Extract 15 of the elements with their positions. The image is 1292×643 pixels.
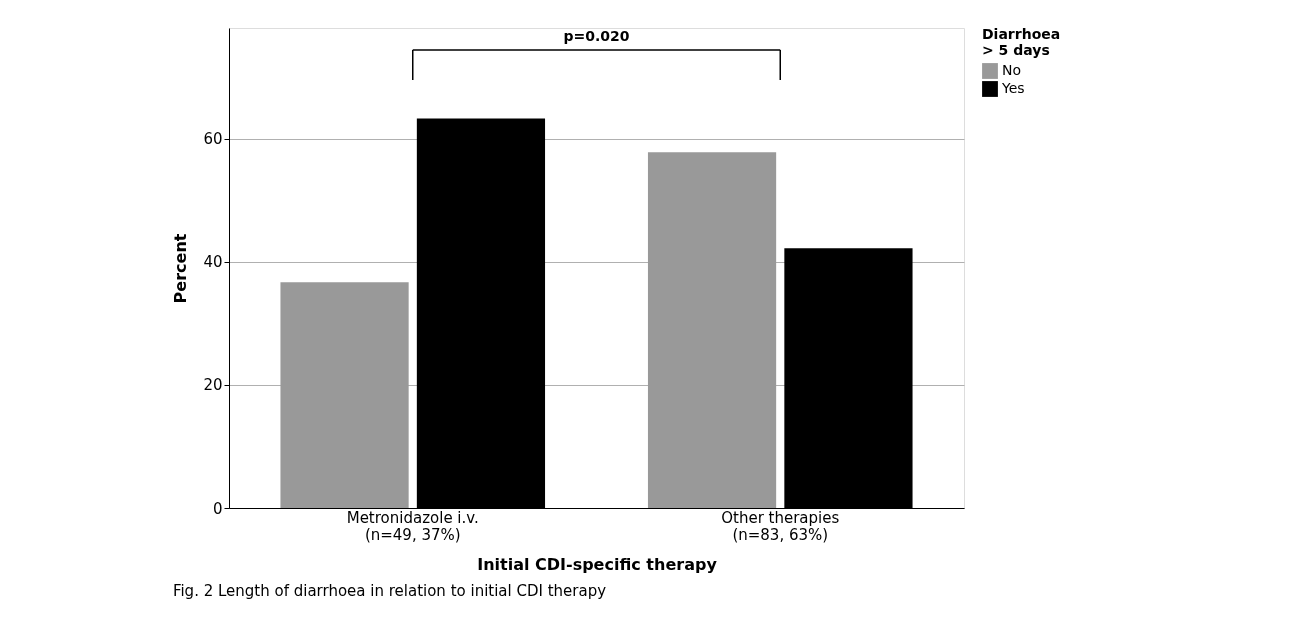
bar bbox=[647, 152, 777, 508]
legend-label: No bbox=[1002, 62, 1022, 78]
y-tick-label: 40 bbox=[203, 253, 223, 272]
y-tick-label: 0 bbox=[212, 499, 223, 518]
y-axis-title: Percent bbox=[171, 233, 191, 304]
annotation: p=0.020 bbox=[563, 28, 630, 44]
x-tick-label: Metronidazole i.v. (n=49, 37%) bbox=[346, 508, 479, 544]
legend-label: Yes bbox=[1001, 80, 1025, 96]
y-tick-label: 20 bbox=[203, 376, 223, 395]
x-axis-title: Initial CDI-specific therapy bbox=[477, 554, 718, 574]
x-tick-label: Other therapies (n=83, 63%) bbox=[721, 508, 840, 544]
caption: Fig. 2 Length of diarrhoea in relation to initial CDI therapy bbox=[172, 582, 607, 600]
bar bbox=[280, 282, 409, 508]
legend-title: Diarrhoea > 5 days bbox=[982, 26, 1061, 58]
y-tick-label: 60 bbox=[203, 130, 223, 149]
